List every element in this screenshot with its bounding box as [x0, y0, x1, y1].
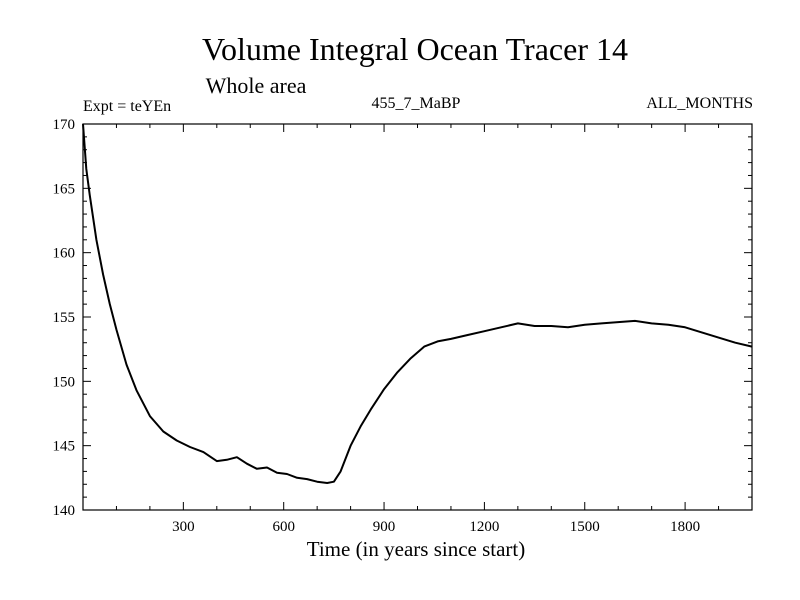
chart-title: Volume Integral Ocean Tracer 14	[202, 31, 628, 67]
y-tick-label: 170	[53, 117, 76, 133]
data-line	[82, 123, 753, 484]
x-axis-label: Time (in years since start)	[307, 537, 526, 561]
y-tick-label: 160	[53, 246, 76, 262]
months-label: ALL_MONTHS	[646, 95, 753, 112]
y-tick-label: 145	[53, 439, 76, 455]
y-tick-label: 150	[53, 374, 76, 390]
x-tick-label: 1800	[670, 519, 700, 535]
x-tick-label: 1200	[469, 519, 499, 535]
x-tick-label: 1500	[570, 519, 600, 535]
chart-subtitle: Whole area	[206, 73, 307, 98]
plot-frame	[82, 123, 753, 511]
y-tick-label: 140	[53, 503, 76, 519]
y-tick-label: 165	[53, 181, 76, 197]
x-tick-label: 900	[373, 519, 396, 535]
experiment-label: Expt = teYEn	[83, 98, 171, 115]
x-tick-label: 600	[272, 519, 295, 535]
x-tick-label: 300	[172, 519, 195, 535]
period-label: 455_7_MaBP	[372, 95, 461, 112]
axes: 300 600 900 1200 1500 1800 140 145 150 155 160 165 1…	[53, 117, 752, 535]
y-tick-label: 155	[53, 310, 76, 326]
